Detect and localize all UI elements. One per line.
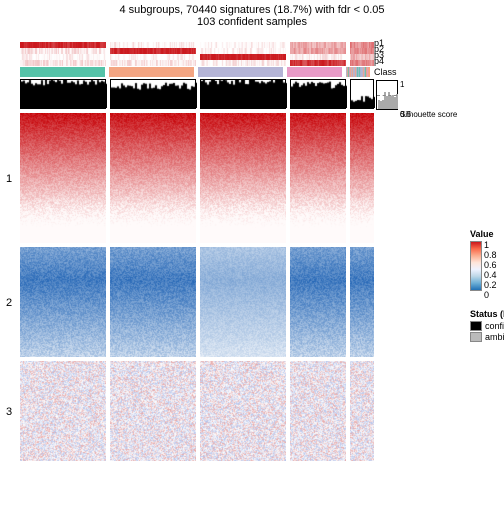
main-plot (20, 40, 370, 461)
cluster-label-1: 1 (6, 173, 12, 185)
title: 4 subgroups, 70440 signatures (18.7%) wi… (0, 4, 504, 16)
track-labels: p1p2p3p4Class (374, 40, 397, 77)
status-legend: Status (barplots) confidentambiguous (470, 309, 504, 343)
silhouette-legend: 1 0.5 0 Silhouette score (376, 80, 398, 110)
cluster-label-3: 3 (6, 406, 12, 418)
subtitle: 103 confident samples (0, 16, 504, 28)
value-legend: Value 10.80.60.40.20 (470, 229, 497, 301)
cluster-label-2: 2 (6, 297, 12, 309)
